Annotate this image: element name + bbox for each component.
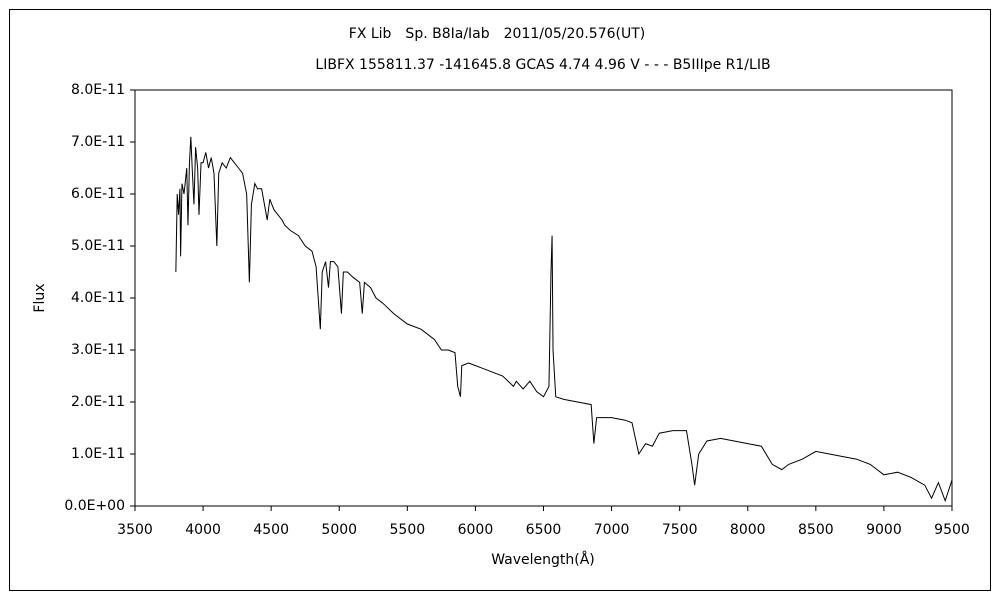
y-tick-label: 0.0E+00: [64, 498, 125, 514]
x-tick-label: 6000: [458, 522, 494, 538]
y-tick-label: 6.0E-11: [71, 186, 125, 202]
chart-subtitle: LIBFX 155811.37 -141645.8 GCAS 4.74 4.96…: [315, 57, 770, 73]
x-tick-label: 3500: [117, 522, 153, 538]
x-tick-label: 9000: [866, 522, 902, 538]
x-tick-label: 7000: [594, 522, 630, 538]
x-axis-label: Wavelength(Å): [491, 551, 595, 568]
y-tick-label: 8.0E-11: [71, 82, 125, 98]
y-axis-label: Flux: [32, 283, 48, 312]
x-tick-label: 4500: [253, 522, 289, 538]
x-tick-label: 7500: [662, 522, 698, 538]
x-tick-label: 8000: [730, 522, 766, 538]
spectrum-line: [175, 136, 953, 503]
y-tick-label: 5.0E-11: [71, 238, 125, 254]
x-tick-label: 6500: [526, 522, 562, 538]
x-tick-label: 8500: [798, 522, 834, 538]
y-tick-label: 2.0E-11: [71, 394, 125, 410]
x-tick-label: 5500: [390, 522, 426, 538]
y-tick-label: 4.0E-11: [71, 290, 125, 306]
x-tick-label: 5000: [321, 522, 357, 538]
x-tick-label: 4000: [185, 522, 221, 538]
y-tick-label: 3.0E-11: [71, 342, 125, 358]
chart-title: FX Lib Sp. B8Ia/Iab 2011/05/20.576(UT): [349, 26, 645, 42]
chart-frame: [9, 9, 991, 591]
y-tick-label: 1.0E-11: [71, 446, 125, 462]
y-tick-label: 7.0E-11: [71, 134, 125, 150]
x-tick-label: 9500: [934, 522, 970, 538]
